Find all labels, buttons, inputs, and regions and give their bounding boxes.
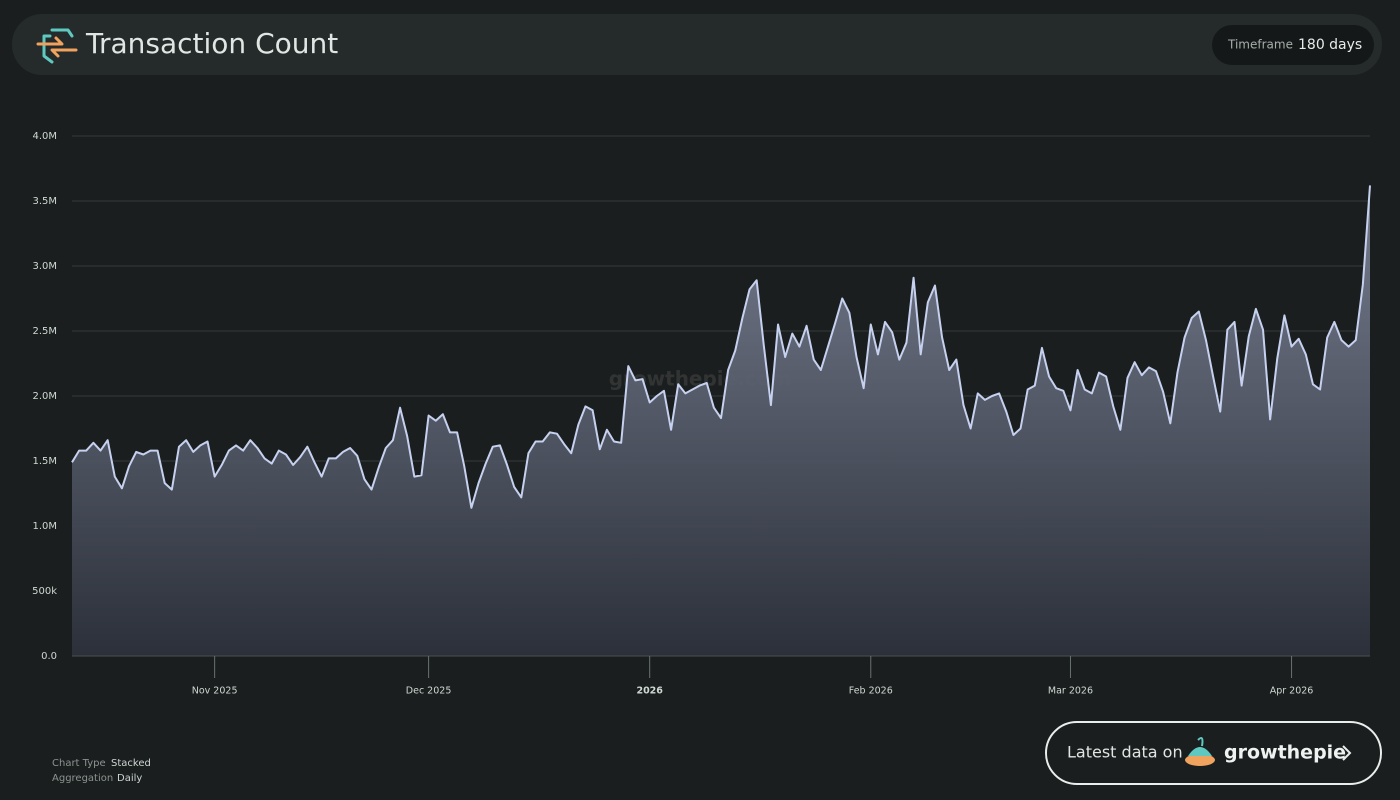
x-tick-label: Feb 2026	[849, 686, 893, 697]
aggregation-value: Daily	[117, 773, 142, 784]
x-tick-label: Mar 2026	[1048, 686, 1093, 697]
title: Transaction Count	[85, 27, 338, 60]
y-tick-label: 4.0M	[32, 131, 57, 142]
x-tick-label: Dec 2025	[406, 686, 452, 697]
y-tick-label: 0.0	[41, 651, 57, 662]
y-tick-label: 1.5M	[32, 456, 57, 467]
y-tick-label: 1.0M	[32, 521, 57, 532]
x-tick-label: Nov 2025	[192, 686, 238, 697]
y-tick-label: 3.0M	[32, 261, 57, 272]
y-tick-label: 2.0M	[32, 391, 57, 402]
x-tick-label: Apr 2026	[1270, 686, 1314, 697]
y-tick-label: 2.5M	[32, 326, 57, 337]
aggregation-label: Aggregation	[52, 773, 113, 784]
y-tick-label: 3.5M	[32, 196, 57, 207]
chart-type-value: Stacked	[111, 758, 151, 769]
timeframe-value: 180 days	[1298, 37, 1362, 53]
x-tick-label: 2026	[636, 686, 663, 697]
cta-brand: growthepie	[1224, 742, 1346, 764]
chart-type-label: Chart Type	[52, 758, 106, 769]
timeframe-label: Timeframe	[1227, 38, 1293, 52]
y-tick-label: 500k	[32, 586, 57, 597]
cta-text: Latest data on	[1067, 743, 1183, 762]
